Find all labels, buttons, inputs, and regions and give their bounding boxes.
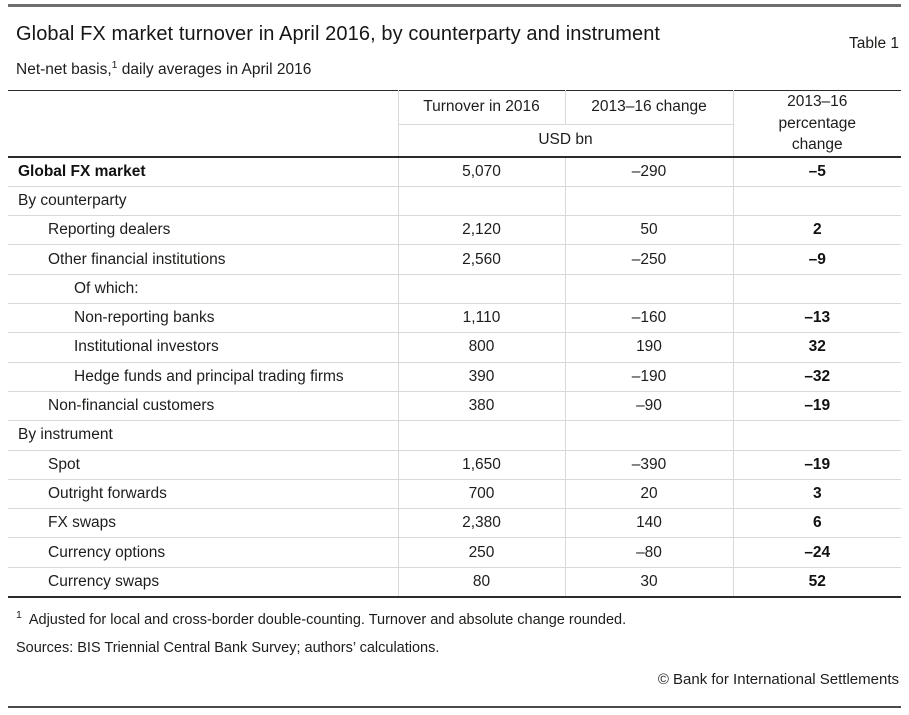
pct-change-cell: 52 — [732, 567, 901, 597]
turnover-cell: 250 — [397, 537, 565, 568]
change-cell: –90 — [564, 391, 733, 422]
row-label: Hedge funds and principal trading firms — [8, 362, 398, 392]
change-cell: –80 — [564, 537, 733, 568]
turnover-cell: 2,120 — [397, 215, 565, 246]
table-row: Outright forwards 700 20 3 — [8, 479, 901, 510]
header-corner-cell — [8, 90, 398, 159]
pct-change-cell: –9 — [732, 244, 901, 275]
page-subtitle: Net-net basis,1 daily averages in April … — [8, 58, 901, 79]
row-label: By instrument — [8, 420, 398, 451]
change-cell: –390 — [564, 450, 733, 480]
change-cell: –290 — [564, 157, 733, 187]
change-cell: 50 — [564, 215, 733, 246]
change-cell: 20 — [564, 479, 733, 510]
row-label: Outright forwards — [8, 479, 398, 510]
change-cell — [564, 274, 733, 305]
row-label: Reporting dealers — [8, 215, 398, 246]
bottom-rule-divider — [8, 705, 901, 708]
pct-change-cell: –19 — [732, 450, 901, 480]
table-row: Currency swaps 80 30 52 — [8, 567, 901, 597]
table-row: Global FX market 5,070 –290 –5 — [8, 157, 901, 187]
row-label: Of which: — [8, 274, 398, 305]
fx-turnover-table: Turnover in 2016 2013–16 change 2013–16 … — [8, 90, 901, 598]
row-label: Non-financial customers — [8, 391, 398, 422]
turnover-cell: 2,560 — [397, 244, 565, 275]
pct-change-cell — [732, 274, 901, 305]
turnover-cell: 1,650 — [397, 450, 565, 480]
header-pct-change: 2013–16 percentage change — [732, 90, 901, 159]
change-cell: –250 — [564, 244, 733, 275]
footnote-number: 1 — [16, 608, 22, 621]
row-label: Non-reporting banks — [8, 303, 398, 334]
table-row: Other financial institutions 2,560 –250 … — [8, 244, 901, 275]
row-label: Currency options — [8, 537, 398, 568]
pct-change-cell: 2 — [732, 215, 901, 246]
pct-change-cell: –19 — [732, 391, 901, 422]
change-cell: 190 — [564, 332, 733, 363]
table-row: By instrument — [8, 420, 901, 451]
pct-change-cell: 6 — [732, 508, 901, 539]
table-row: Reporting dealers 2,120 50 2 — [8, 215, 901, 246]
turnover-cell: 700 — [397, 479, 565, 510]
pct-change-cell: –24 — [732, 537, 901, 568]
pct-change-cell — [732, 420, 901, 451]
change-cell — [564, 186, 733, 217]
row-label: Currency swaps — [48, 572, 160, 590]
row-label: Institutional investors — [8, 332, 398, 363]
header-turnover: Turnover in 2016 — [397, 90, 565, 125]
row-label: By counterparty — [8, 186, 398, 217]
footnote: 1 Adjusted for local and cross-border dou… — [8, 608, 901, 628]
table-row: Hedge funds and principal trading firms … — [8, 362, 901, 392]
turnover-cell: 2,380 — [397, 508, 565, 539]
turnover-cell: 80 — [397, 567, 565, 597]
pct-change-cell: –5 — [732, 157, 901, 187]
table-body: Global FX market 5,070 –290 –5 By counte… — [8, 157, 901, 597]
table-row: Currency options 250 –80 –24 — [8, 537, 901, 568]
footnote-text: Adjusted for local and cross-border doub… — [28, 611, 627, 628]
footnote-marker-superscript: 1 — [111, 58, 118, 71]
change-cell: –190 — [564, 362, 733, 392]
header-unit: USD bn — [397, 124, 733, 159]
turnover-cell: 390 — [397, 362, 565, 392]
turnover-cell: 800 — [397, 332, 565, 363]
table-number-label: Table 1 — [849, 35, 899, 52]
change-cell: 140 — [564, 508, 733, 539]
subtitle-text-continued: daily averages in April 2016 — [117, 61, 312, 78]
table-row: By counterparty — [8, 186, 901, 217]
change-cell: –160 — [564, 303, 733, 334]
pct-change-cell: 32 — [732, 332, 901, 363]
row-label: Other financial institutions — [8, 244, 398, 275]
table-row: FX swaps 2,380 140 6 — [8, 508, 901, 539]
table-row: Institutional investors 800 190 32 — [8, 332, 901, 363]
table-row: Non-financial customers 380 –90 –19 — [8, 391, 901, 422]
pct-change-cell — [732, 186, 901, 217]
turnover-cell: 5,070 — [397, 157, 565, 187]
pct-change-cell: –32 — [732, 362, 901, 392]
copyright-notice: © Bank for International Settlements — [657, 670, 899, 688]
change-cell — [564, 420, 733, 451]
table-row: Spot 1,650 –390 –19 — [8, 450, 901, 480]
turnover-cell — [397, 186, 565, 217]
turnover-cell — [397, 274, 565, 305]
page-title: Global FX market turnover in April 2016,… — [16, 23, 661, 45]
row-label: Spot — [8, 450, 398, 480]
pct-change-cell: –13 — [732, 303, 901, 334]
pct-change-cell: 3 — [732, 479, 901, 510]
table-row: Non-reporting banks 1,110 –160 –13 — [8, 303, 901, 334]
turnover-cell: 1,110 — [397, 303, 565, 334]
header-change: 2013–16 change — [564, 90, 733, 125]
top-rule-divider — [8, 4, 901, 7]
turnover-cell: 380 — [397, 391, 565, 422]
table-header: Turnover in 2016 2013–16 change 2013–16 … — [8, 90, 901, 159]
turnover-cell — [397, 420, 565, 451]
change-cell: 30 — [564, 567, 733, 597]
subtitle-text: Net-net basis, — [16, 61, 112, 78]
sources-line: Sources: BIS Triennial Central Bank Surv… — [16, 639, 440, 656]
title-row: Global FX market turnover in April 2016,… — [8, 23, 901, 52]
row-label: Global FX market — [8, 157, 398, 187]
row-label: FX swaps — [8, 508, 398, 539]
table-row: Of which: — [8, 274, 901, 305]
